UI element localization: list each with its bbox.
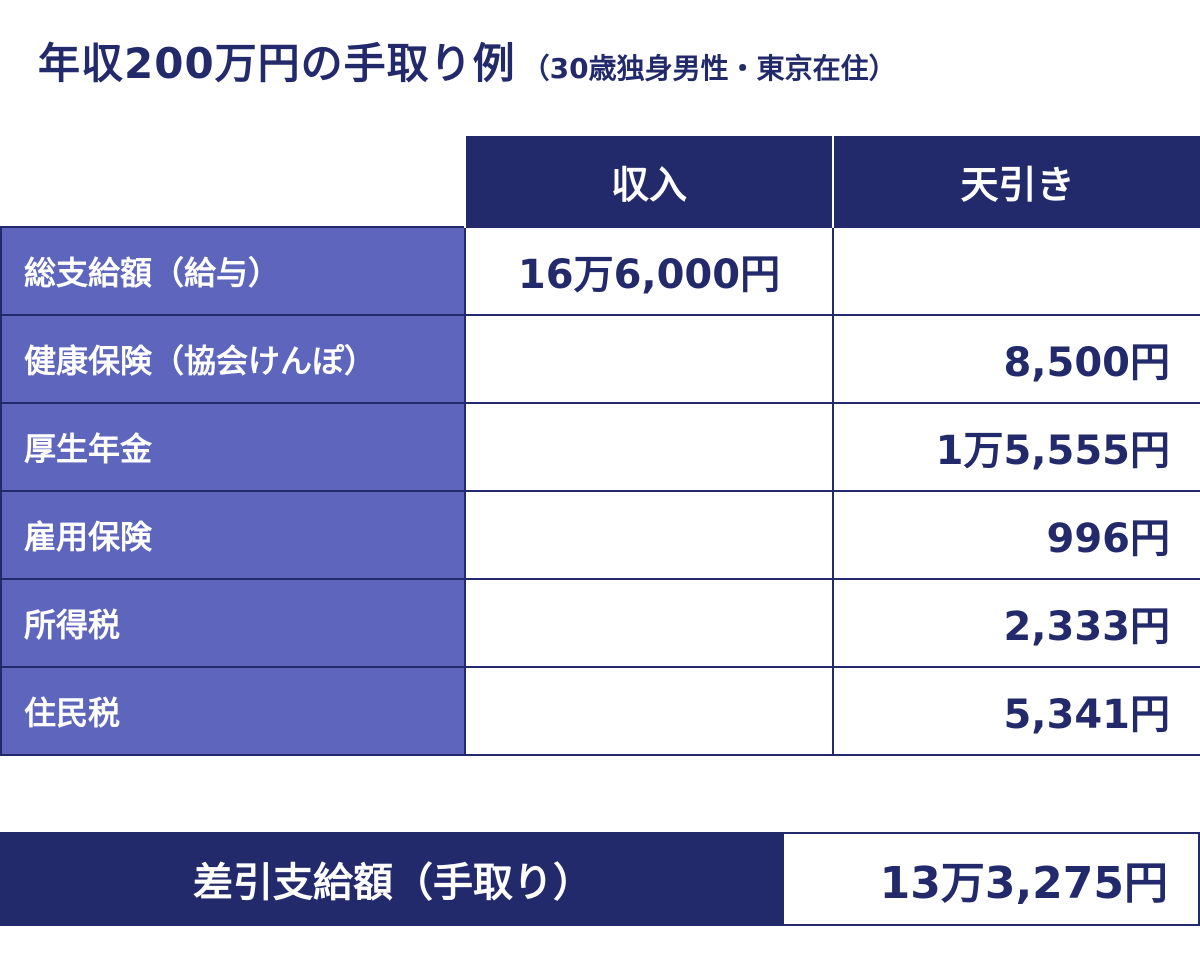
row-deduction: 1万5,555円 bbox=[832, 402, 1200, 492]
row-label: 健康保険（協会けんぽ） bbox=[0, 314, 466, 404]
salary-table: 収入 天引き 総支給額（給与） 16万6,000円 健康保険（協会けんぽ） 8,… bbox=[0, 136, 1200, 756]
net-pay-value: 13万3,275円 bbox=[784, 834, 1198, 924]
row-income bbox=[464, 578, 834, 668]
row-deduction: 5,341円 bbox=[832, 666, 1200, 756]
row-deduction: 2,333円 bbox=[832, 578, 1200, 668]
table-row: 厚生年金 1万5,555円 bbox=[0, 402, 1200, 492]
net-pay-box: 差引支給額（手取り） 13万3,275円 bbox=[0, 832, 1200, 926]
row-income bbox=[464, 666, 834, 756]
row-label: 総支給額（給与） bbox=[0, 226, 466, 316]
title-main: 年収200万円の手取り例 bbox=[38, 39, 516, 88]
table-header-row: 収入 天引き bbox=[1, 136, 1200, 227]
table-row: 雇用保険 996円 bbox=[0, 490, 1200, 580]
row-income bbox=[464, 490, 834, 580]
header-income: 収入 bbox=[464, 136, 833, 227]
row-label: 住民税 bbox=[0, 666, 466, 756]
table-row: 健康保険（協会けんぽ） 8,500円 bbox=[0, 314, 1200, 404]
row-label: 所得税 bbox=[0, 578, 466, 668]
header-blank bbox=[1, 136, 465, 227]
header-deduction: 天引き bbox=[832, 136, 1200, 227]
row-income: 16万6,000円 bbox=[464, 226, 834, 316]
page-title: 年収200万円の手取り例 （30歳独身男性・東京在住） bbox=[38, 30, 897, 91]
table-row: 総支給額（給与） 16万6,000円 bbox=[0, 226, 1200, 316]
row-income bbox=[464, 402, 834, 492]
table-row: 所得税 2,333円 bbox=[0, 578, 1200, 668]
row-deduction: 8,500円 bbox=[832, 314, 1200, 404]
net-pay-label: 差引支給額（手取り） bbox=[2, 834, 784, 924]
title-sub: （30歳独身男性・東京在住） bbox=[521, 52, 897, 85]
row-deduction bbox=[832, 226, 1200, 316]
row-label: 雇用保険 bbox=[0, 490, 466, 580]
row-income bbox=[464, 314, 834, 404]
table-row: 住民税 5,341円 bbox=[0, 666, 1200, 756]
row-label: 厚生年金 bbox=[0, 402, 466, 492]
row-deduction: 996円 bbox=[832, 490, 1200, 580]
